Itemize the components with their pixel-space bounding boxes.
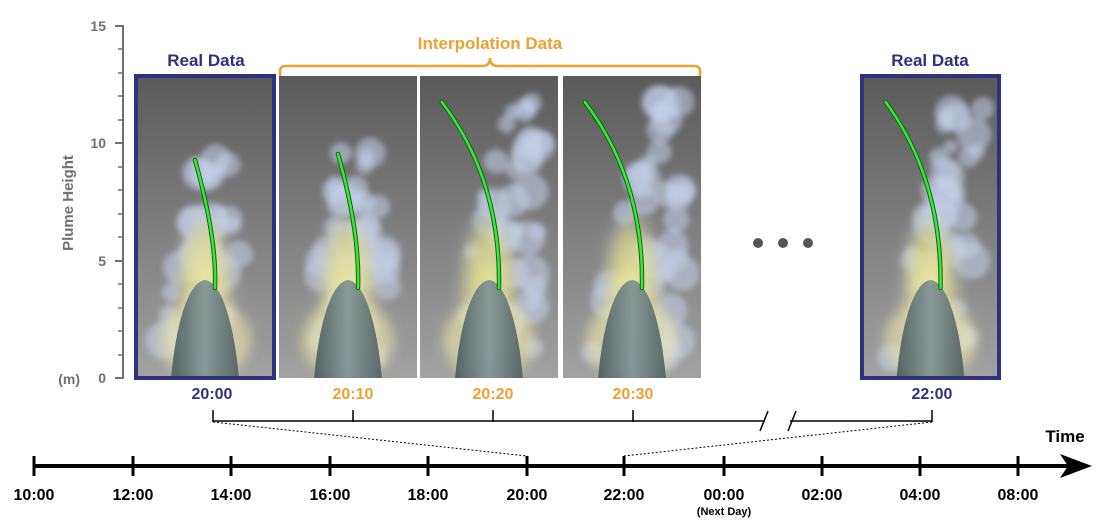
frame-time-label: 22:00 <box>912 386 953 403</box>
interpolation-data-label: Interpolation Data <box>418 34 563 53</box>
plume-frame <box>563 76 701 378</box>
plume-frame <box>136 76 274 378</box>
timeline: Time 10:00 12:00 14:00 16:00 18:00 20:00 22:00… <box>14 427 1092 518</box>
plume-centerline <box>440 100 501 290</box>
frame-time-label: 20:10 <box>333 386 374 403</box>
axis-break-mark <box>759 410 769 432</box>
timeline-tick-label: 22:00 <box>604 487 645 504</box>
timeline-tick-label: 20:00 <box>507 487 548 504</box>
real-frame-border-left <box>134 74 276 380</box>
zoom-guide-line <box>623 421 933 457</box>
plume-frame <box>420 76 558 378</box>
plume-centerline <box>583 100 644 290</box>
next-day-note: (Next Day) <box>697 506 752 518</box>
frame-time-label: 20:20 <box>473 386 514 403</box>
ellipsis-dots <box>753 238 813 248</box>
plume-centerline <box>336 152 360 290</box>
real-frame-border-right <box>860 74 1001 380</box>
timeline-tick-label: 04:00 <box>900 487 941 504</box>
plume-centerline <box>193 158 217 290</box>
y-tick-label: 0 <box>98 370 106 386</box>
plume-centerline <box>884 100 942 290</box>
timeline-tick-label: 00:00 <box>704 487 745 504</box>
y-tick-label: 15 <box>90 18 106 34</box>
frame-time-label: 20:00 <box>192 386 233 403</box>
fuel-cone <box>314 280 382 378</box>
timeline-arrow-icon <box>1060 454 1092 478</box>
axis-break-mark <box>787 410 797 432</box>
plume-frame <box>862 76 999 378</box>
ellipsis-dot <box>753 238 763 248</box>
zoom-guide-line <box>212 421 528 457</box>
timeline-tick-label: 18:00 <box>408 487 449 504</box>
timeline-tick-label: 14:00 <box>211 487 252 504</box>
timeline-title: Time <box>1045 427 1084 446</box>
timeline-tick-label: 12:00 <box>113 487 154 504</box>
ellipsis-dot <box>803 238 813 248</box>
y-axis-unit: (m) <box>58 371 80 387</box>
real-data-label-left: Real Data <box>167 51 245 70</box>
interpolation-bracket <box>278 57 702 76</box>
frame-time-label: 20:30 <box>613 386 654 403</box>
y-axis: 15 10 5 0 (m) Plume Height <box>58 18 124 387</box>
plume-frames <box>136 76 999 378</box>
timeline-tick-label: 16:00 <box>310 487 351 504</box>
timeline-tick-label: 02:00 <box>802 487 843 504</box>
fuel-cone <box>171 280 239 378</box>
real-data-label-right: Real Data <box>891 51 969 70</box>
fuel-cone <box>896 280 965 378</box>
y-tick-label: 10 <box>90 135 106 151</box>
fuel-cone <box>598 280 666 378</box>
timeline-tick-label: 10:00 <box>14 487 55 504</box>
fuel-cone <box>455 280 523 378</box>
y-axis-label: Plume Height <box>60 155 77 251</box>
plume-frame <box>279 76 417 378</box>
y-tick-label: 5 <box>98 253 106 269</box>
frame-bracket <box>212 410 933 432</box>
ellipsis-dot <box>778 238 788 248</box>
timeline-tick-label: 08:00 <box>998 487 1039 504</box>
